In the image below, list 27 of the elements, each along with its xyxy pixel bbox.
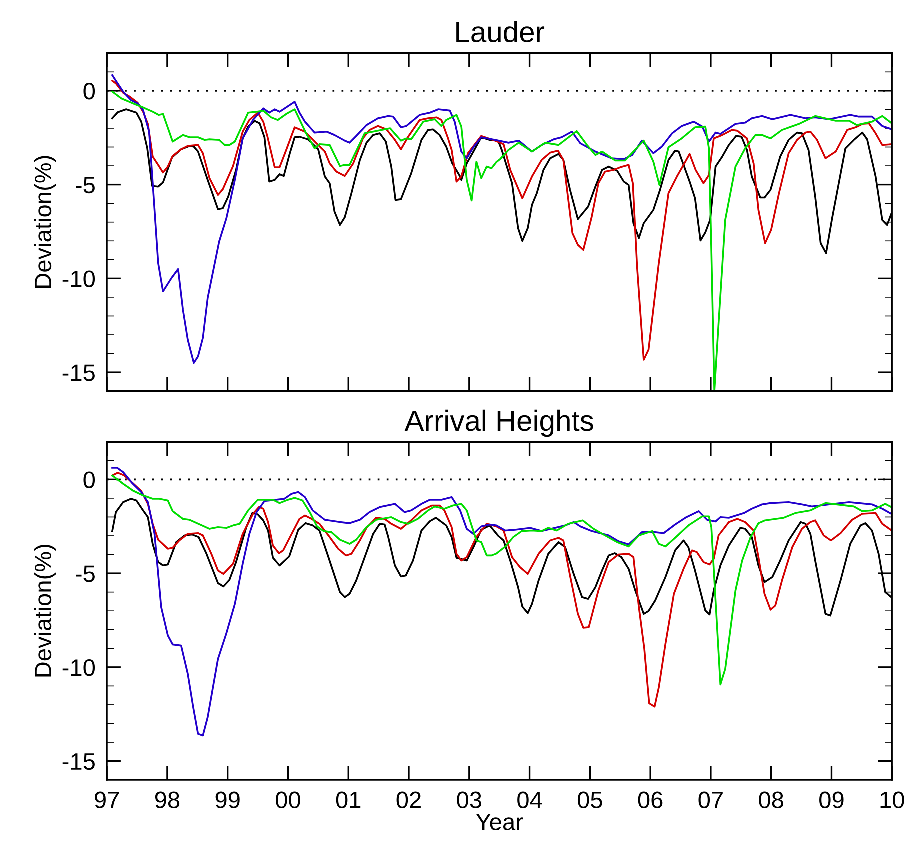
x-axis-title: Year [476, 814, 524, 831]
x-tick-label: 08 [759, 792, 784, 809]
x-tick-label: 06 [638, 792, 663, 809]
y-tick-label: -10 [62, 270, 96, 288]
x-tick-label: 97 [95, 792, 119, 809]
y-tick-label: -5 [76, 177, 95, 194]
x-tick-label: 05 [578, 792, 602, 809]
x-tick-label: 04 [518, 792, 542, 809]
x-tick-label: 99 [216, 792, 240, 809]
x-tick-label: 98 [155, 792, 180, 809]
x-tick-label: 02 [396, 792, 421, 809]
y-tick-label: -10 [62, 659, 96, 676]
x-tick-label: 00 [276, 792, 300, 809]
y-tick-label: -15 [62, 364, 95, 382]
y-tick-label: 0 [84, 83, 96, 100]
y-axis-title: Deviation(%) [34, 156, 56, 288]
x-tick-label: 03 [457, 792, 482, 809]
x-tick-label: 01 [336, 792, 361, 809]
chart-title: Lauder [456, 21, 545, 43]
x-tick-label: 07 [698, 792, 723, 809]
y-tick-label: 0 [84, 472, 96, 488]
chart-title: Arrival Heights [404, 410, 594, 438]
y-axis-title: Deviation(%) [34, 544, 56, 677]
x-tick-label: 09 [820, 792, 844, 809]
x-tick-label: 10 [880, 792, 904, 809]
y-tick-label: -5 [76, 566, 95, 582]
y-tick-label: -15 [62, 754, 95, 770]
